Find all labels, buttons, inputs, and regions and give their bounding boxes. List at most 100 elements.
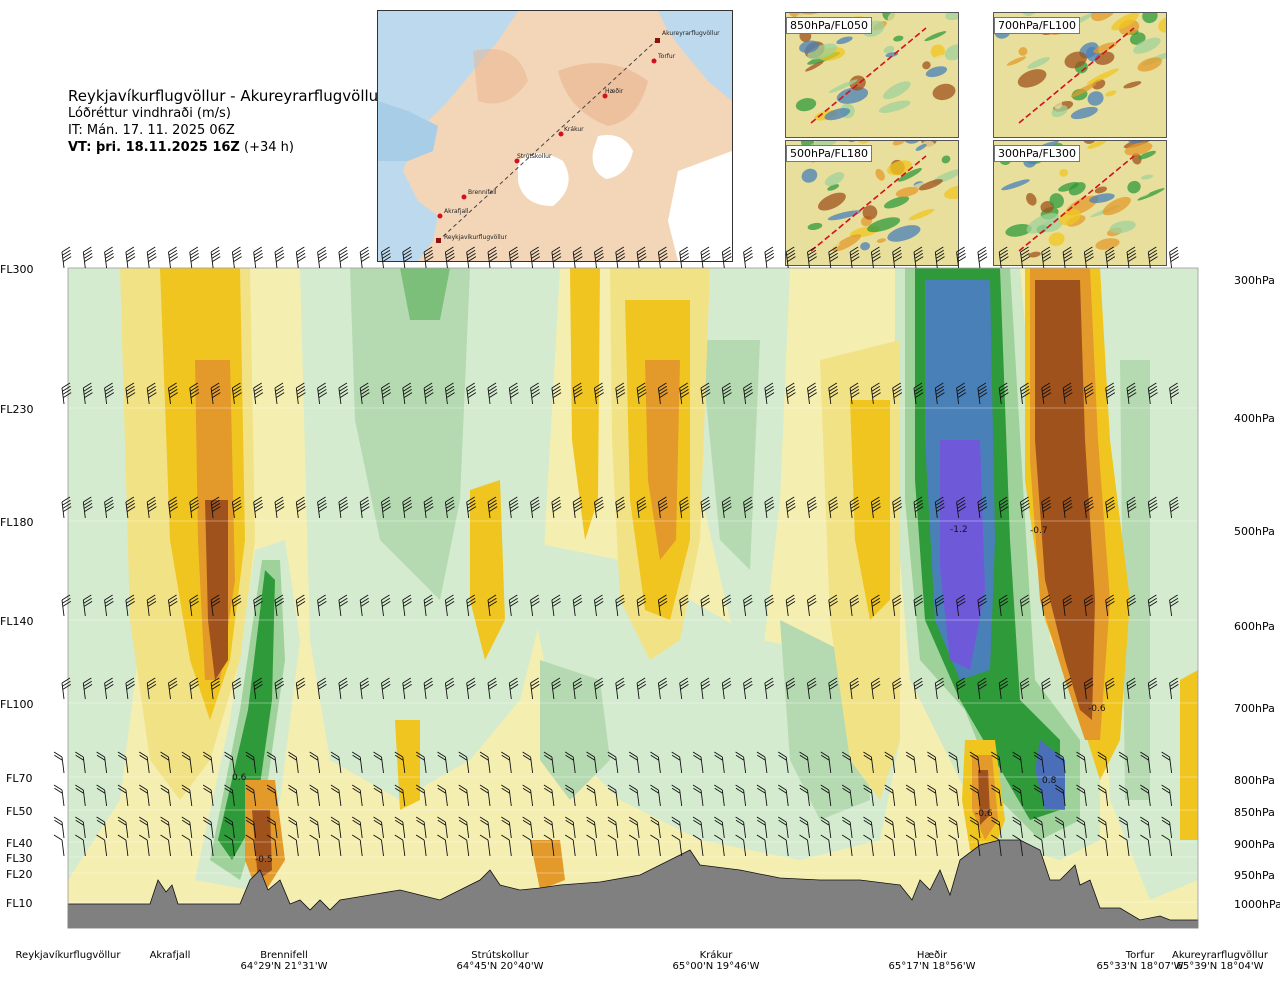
mini-map-blob: [1158, 15, 1166, 33]
wind-barb: [820, 784, 832, 807]
wind-barb: [394, 834, 406, 857]
wind-barb: [437, 751, 448, 774]
mini-map-blob: [862, 205, 878, 220]
mini-map-blob: [1048, 232, 1065, 247]
wind-barb: [849, 677, 860, 700]
wind-barb: [1041, 382, 1052, 405]
wind-barb: [253, 246, 264, 269]
mini-map-blob: [941, 155, 951, 164]
wind-barb: [657, 677, 668, 700]
wind-barb: [679, 594, 689, 617]
wind-barb: [692, 751, 704, 774]
marker-reykjavik: [436, 238, 441, 243]
wind-barb: [82, 594, 93, 617]
map-label-3: Strútskollur: [517, 153, 552, 160]
wind-barb: [692, 784, 704, 807]
wind-barb: [785, 382, 796, 405]
wind-barb: [487, 496, 498, 519]
wind-barb: [415, 816, 427, 839]
wind-barb: [1147, 496, 1158, 519]
wind-barb: [82, 382, 93, 405]
wind-barb: [1062, 246, 1073, 269]
annotation-value: -1.2: [950, 525, 968, 535]
wind-barb: [530, 382, 541, 405]
mini-map-blob: [1059, 168, 1069, 177]
wind-barb: [402, 246, 413, 269]
wind-barb: [96, 816, 108, 839]
wind-barb: [231, 246, 242, 269]
wind-barb: [530, 246, 541, 269]
wind-barb: [998, 594, 1009, 617]
wind-barb: [564, 834, 576, 857]
wind-barb: [564, 816, 576, 839]
wind-barb: [522, 751, 534, 774]
wind-barb: [650, 784, 661, 807]
wind-barb: [636, 677, 647, 700]
hpa-axis: 300hPa 400hPa 500hPa 600hPa 700hPa 800hP…: [1234, 274, 1280, 911]
wind-barb: [714, 751, 725, 774]
wind-barb: [679, 496, 690, 519]
wind-barb: [927, 834, 938, 857]
wind-barb: [1054, 784, 1066, 807]
wind-barb: [1020, 382, 1030, 405]
wind-barb: [913, 594, 924, 617]
wind-barb: [607, 784, 619, 807]
mini-map-blob: [1006, 56, 1027, 66]
wind-barb: [245, 751, 257, 774]
mini-map-blob: [950, 203, 958, 216]
mini-map-850: 850hPa/FL050: [785, 12, 959, 138]
wind-barb: [884, 751, 896, 774]
wind-barb: [245, 834, 257, 857]
wind-barb: [402, 677, 412, 700]
wind-barb: [274, 246, 285, 269]
wind-barb: [423, 496, 434, 519]
wind-barb: [572, 246, 583, 269]
wind-barb: [61, 246, 72, 269]
wind-barb: [266, 816, 278, 839]
wind-barb: [615, 496, 626, 519]
wind-barb: [202, 816, 214, 839]
mini-map-blob: [875, 168, 885, 181]
wind-barb: [764, 496, 775, 519]
wind-barb: [181, 816, 193, 839]
wind-barb: [628, 784, 640, 807]
route-markers: [436, 38, 660, 243]
mini-map-blob: [1137, 188, 1165, 201]
wind-barb: [1097, 834, 1109, 857]
station-label: Reykjavíkurflugvöllur: [15, 950, 121, 961]
wind-barb: [160, 751, 171, 774]
mini-map-blob: [1094, 186, 1108, 194]
wind-barb: [756, 784, 768, 807]
wind-barb: [266, 751, 278, 774]
mini-map-blob: [1027, 57, 1050, 69]
wind-barb: [1062, 496, 1073, 519]
wind-barb: [181, 784, 193, 807]
wind-barb: [288, 834, 299, 857]
wind-barb: [594, 246, 604, 269]
wind-barb: [969, 816, 981, 839]
wind-barb: [394, 751, 406, 774]
wind-barb: [1020, 246, 1030, 269]
wind-barb: [487, 677, 498, 700]
wind-barb: [615, 594, 625, 617]
wind-barb: [785, 496, 796, 519]
wind-barb: [1147, 246, 1158, 269]
wind-barb: [586, 834, 597, 857]
fl-label: FL180: [0, 516, 33, 529]
wind-barb: [96, 751, 108, 774]
wind-barb: [1105, 677, 1115, 700]
wind-barb: [777, 816, 789, 839]
wind-barb: [1161, 784, 1173, 807]
wind-barb: [245, 784, 257, 807]
wind-barb: [905, 751, 917, 774]
wind-barb: [423, 382, 434, 405]
wind-barb: [1083, 594, 1094, 617]
wind-barb: [572, 594, 583, 617]
wind-barb: [210, 382, 221, 405]
station-label: Akureyrarflugvöllur 65°39'N 18°04'W: [1171, 950, 1269, 972]
wind-barb: [522, 784, 534, 807]
wind-barb: [948, 834, 960, 857]
wind-barb: [253, 382, 264, 405]
wind-barb: [437, 784, 448, 807]
wind-barb: [998, 382, 1009, 405]
